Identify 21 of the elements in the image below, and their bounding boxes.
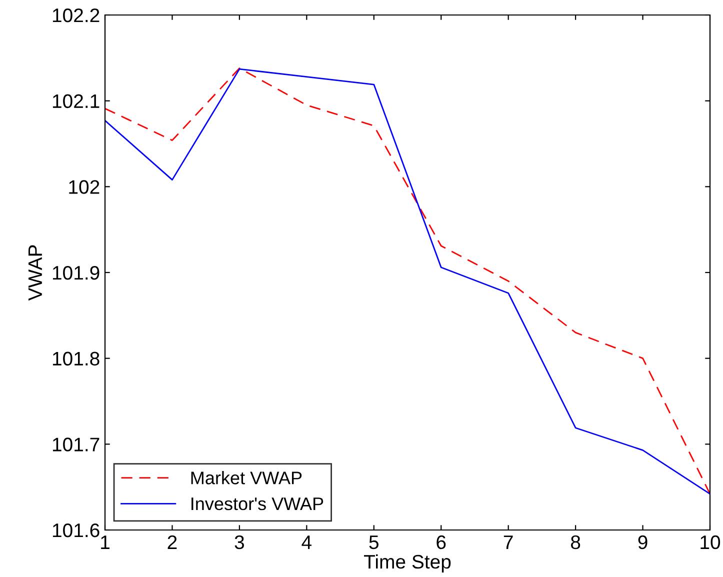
y-tick-label: 101.8 (52, 352, 100, 366)
x-tick-label: 1 (101, 536, 110, 549)
x-tick-label: 6 (436, 535, 446, 550)
x-tick-label: 4 (302, 536, 312, 549)
legend-label: Investor's VWAP (192, 498, 324, 510)
legend-label: Market VWAP (191, 471, 302, 484)
y-tick-label: 101.7 (52, 438, 100, 452)
y-axis-title: VWAP (28, 245, 42, 301)
x-tick-label: 9 (638, 535, 648, 550)
x-tick-label: 5 (369, 536, 378, 550)
x-tick-label: 2 (168, 535, 177, 549)
x-tick-label: 10 (700, 535, 720, 550)
y-tick-label: 102.1 (52, 94, 100, 108)
x-tick-label: 3 (234, 535, 244, 550)
x-axis-title: Time Step (364, 554, 451, 572)
y-tick-label: 101.6 (52, 523, 100, 538)
y-tick-label: 102.2 (52, 8, 100, 22)
x-tick-label: 8 (570, 535, 580, 550)
y-tick-label: 102 (69, 180, 100, 194)
y-tick-label: 101.9 (52, 266, 100, 280)
x-tick-label: 7 (504, 536, 513, 549)
